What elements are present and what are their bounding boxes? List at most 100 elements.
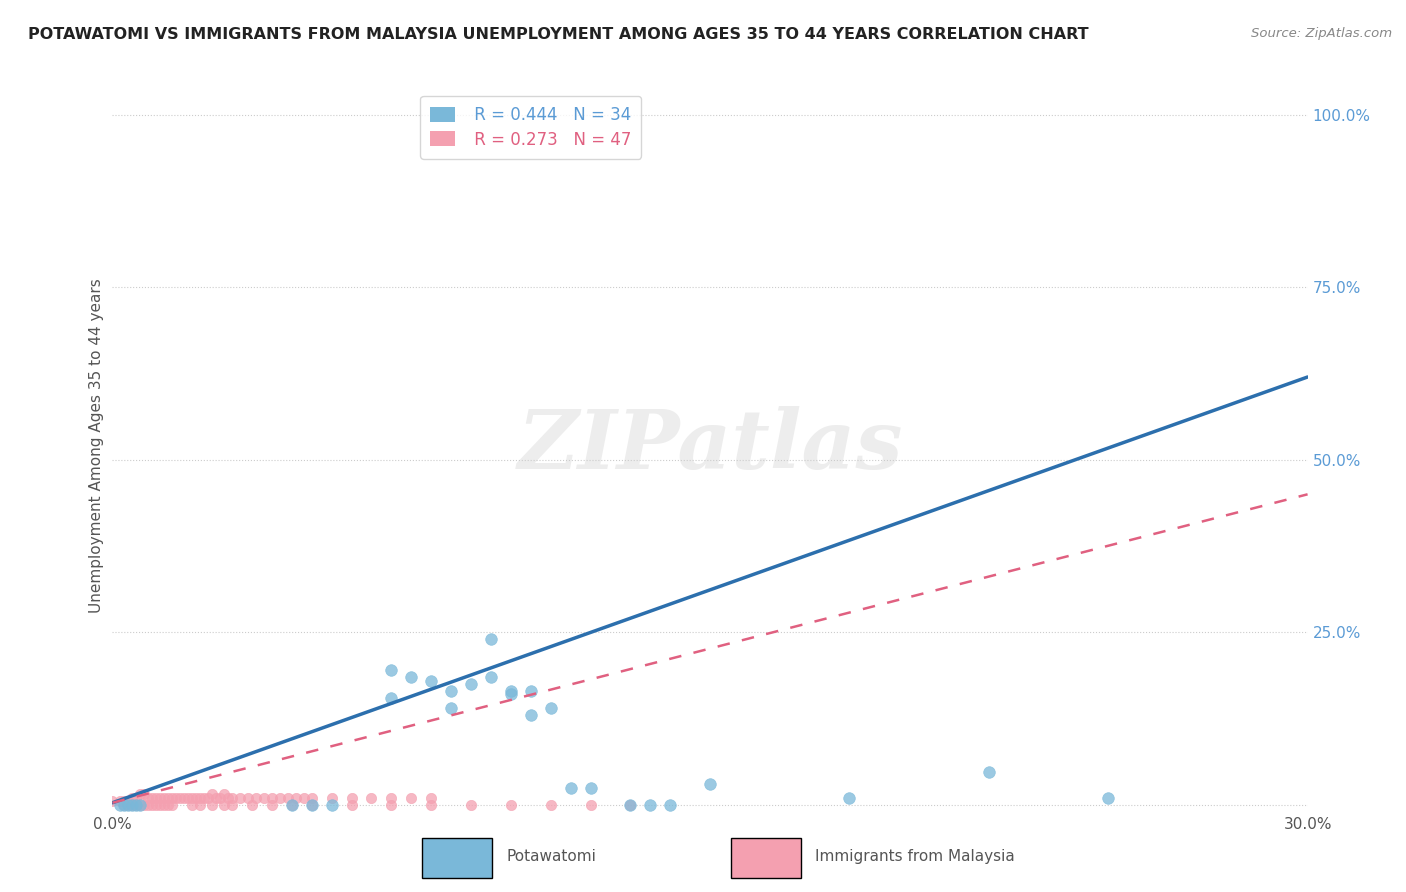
Point <box>181 797 204 812</box>
Point <box>440 684 463 698</box>
Point <box>479 670 502 684</box>
Point <box>188 791 211 805</box>
Text: Potawatomi: Potawatomi <box>506 849 596 863</box>
Point <box>110 794 132 808</box>
Point <box>380 663 402 677</box>
Point <box>153 797 176 812</box>
Point <box>201 797 224 812</box>
Text: ZIPatlas: ZIPatlas <box>517 406 903 486</box>
Point <box>499 687 522 701</box>
Point <box>401 791 423 805</box>
Point <box>221 797 243 812</box>
Point <box>380 791 402 805</box>
Point <box>380 690 402 705</box>
Point <box>121 797 143 812</box>
Point <box>401 670 423 684</box>
Point <box>321 797 343 812</box>
Text: POTAWATOMI VS IMMIGRANTS FROM MALAYSIA UNEMPLOYMENT AMONG AGES 35 TO 44 YEARS CO: POTAWATOMI VS IMMIGRANTS FROM MALAYSIA U… <box>28 27 1088 42</box>
Point <box>245 791 267 805</box>
Point <box>212 788 235 802</box>
Point <box>638 797 662 812</box>
Point <box>173 791 195 805</box>
Point <box>162 797 183 812</box>
Point <box>236 791 259 805</box>
Point <box>579 797 602 812</box>
Point <box>205 791 228 805</box>
Point <box>145 791 167 805</box>
Point <box>125 791 148 805</box>
Point <box>619 797 641 812</box>
Point <box>186 791 208 805</box>
Point <box>138 797 160 812</box>
Point <box>114 794 135 808</box>
Point <box>269 791 291 805</box>
Point <box>129 797 152 812</box>
Text: Immigrants from Malaysia: Immigrants from Malaysia <box>815 849 1015 863</box>
Point <box>460 797 482 812</box>
Point <box>440 701 463 715</box>
Point <box>360 791 382 805</box>
Point <box>460 677 482 691</box>
Point <box>177 791 200 805</box>
Point <box>212 797 235 812</box>
Point <box>145 797 167 812</box>
FancyBboxPatch shape <box>731 838 801 878</box>
Point <box>420 797 443 812</box>
Point <box>420 791 443 805</box>
Point <box>153 791 176 805</box>
Point <box>114 797 135 812</box>
Point <box>117 794 139 808</box>
Point <box>284 791 307 805</box>
Point <box>340 791 363 805</box>
Point <box>1097 791 1119 805</box>
Point <box>117 797 139 812</box>
Point <box>193 791 215 805</box>
Point <box>129 788 152 802</box>
Point <box>301 797 323 812</box>
Point <box>699 777 721 791</box>
Point <box>420 673 443 688</box>
Point <box>520 708 543 723</box>
Point <box>121 797 143 812</box>
Point <box>201 788 224 802</box>
Point <box>301 797 323 812</box>
Point <box>217 791 239 805</box>
Point <box>138 791 160 805</box>
Point <box>659 797 682 812</box>
Point <box>619 797 641 812</box>
Point <box>208 791 231 805</box>
Point <box>499 684 522 698</box>
Point <box>181 791 204 805</box>
Point <box>157 791 180 805</box>
Point <box>579 780 602 795</box>
Point <box>540 797 562 812</box>
Point <box>221 791 243 805</box>
Point <box>540 701 562 715</box>
Point <box>162 791 183 805</box>
Point <box>380 797 402 812</box>
Point <box>838 791 860 805</box>
Point <box>253 791 276 805</box>
Point <box>560 780 582 795</box>
Point <box>340 797 363 812</box>
Point <box>479 632 502 647</box>
Point <box>134 797 156 812</box>
Point <box>281 797 304 812</box>
Point <box>141 797 163 812</box>
Point <box>129 797 152 812</box>
Point <box>110 797 132 812</box>
Point <box>301 791 323 805</box>
Point <box>197 791 219 805</box>
Point <box>125 797 148 812</box>
Point <box>121 791 143 805</box>
Point <box>165 791 187 805</box>
Point <box>520 684 543 698</box>
Point <box>157 797 180 812</box>
Point <box>149 791 172 805</box>
Y-axis label: Unemployment Among Ages 35 to 44 years: Unemployment Among Ages 35 to 44 years <box>89 278 104 614</box>
Point <box>169 791 191 805</box>
Point <box>977 764 1000 779</box>
Point <box>292 791 315 805</box>
Point <box>260 791 283 805</box>
Point <box>229 791 252 805</box>
